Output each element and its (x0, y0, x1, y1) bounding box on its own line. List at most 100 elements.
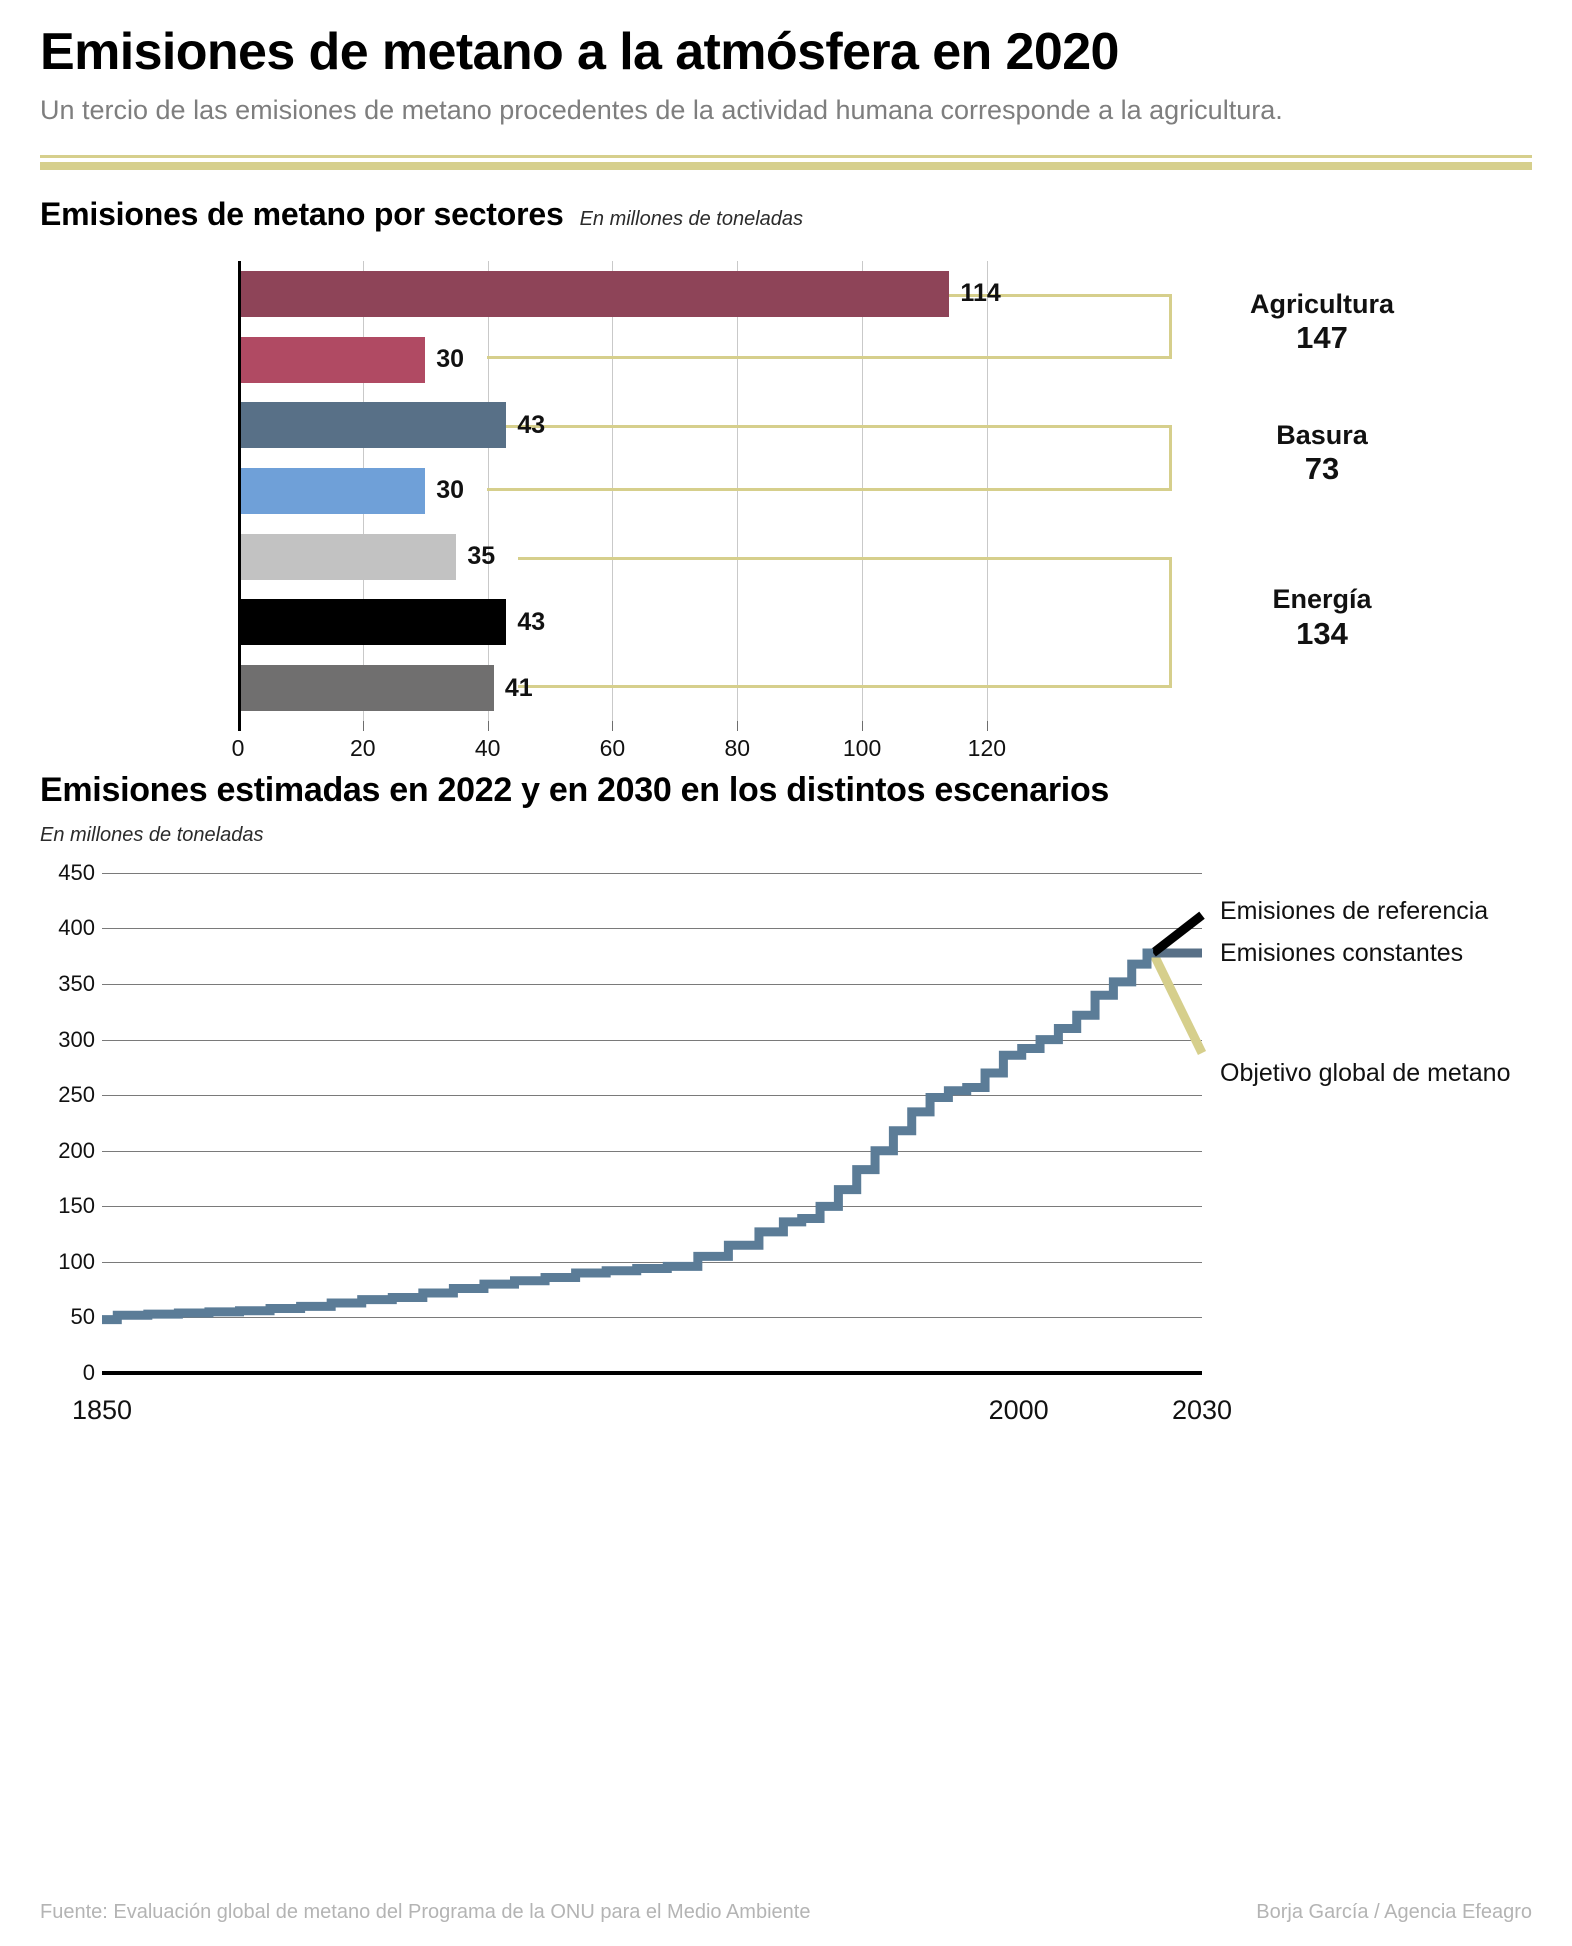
bar-x-tick-label: 100 (842, 734, 882, 761)
bar-value-label: 35 (467, 542, 496, 571)
bar-y-axis (238, 260, 241, 721)
bar-gridline (487, 260, 489, 721)
credit-text: Borja García / Agencia Efeagro (1256, 1901, 1532, 1923)
page-title: Emisiones de metano a la atmósfera en 20… (40, 23, 1119, 81)
line-series-path (1150, 911, 1205, 957)
bar-row: 30 (238, 467, 465, 514)
bar-gridline (986, 260, 988, 721)
group-name: Basura (1276, 420, 1368, 451)
bar-row: 114 (238, 270, 1001, 317)
line-y-tick-label: 100 (58, 1248, 95, 1274)
bar-x-tick (238, 720, 241, 731)
line-y-tick-label: 400 (58, 915, 95, 941)
bar-segment (238, 665, 494, 712)
bar-value-label: 41 (504, 673, 533, 702)
infographic-page: Emisiones de metano a la atmósfera en 20… (0, 23, 1572, 1946)
bar-value-label: 30 (436, 345, 465, 373)
footer: Fuente: Evaluación global de metano del … (40, 1901, 1532, 1924)
bar-value-label: 30 (436, 476, 465, 505)
bar-segment (238, 270, 950, 317)
line-series-path (102, 948, 1154, 1325)
group-total: 147 (1296, 319, 1348, 355)
line-x-tick-label: 1850 (71, 1394, 133, 1425)
bracket-arm-mask (518, 686, 556, 692)
group-bracket (487, 425, 1172, 491)
line-gridline (102, 1095, 1202, 1097)
page-subtitle: Un tercio de las emisiones de metano pro… (40, 95, 1283, 126)
line-legend-label: Emisiones de referencia (1220, 897, 1489, 926)
line-gridline (102, 1150, 1202, 1152)
group-label: Basura 73 (1202, 420, 1442, 487)
bar-x-tick (862, 720, 864, 731)
line-chart-header: Emisiones estimadas en 2022 y en 2030 en… (40, 771, 1532, 847)
bar-x-tick-label: 20 (350, 734, 376, 761)
group-total: 134 (1296, 615, 1348, 651)
source-text: Fuente: Evaluación global de metano del … (40, 1901, 811, 1923)
bar-gridline (862, 260, 864, 721)
bar-x-axis: 0 20 40 60 80 100 120 (232, 720, 1068, 765)
group-name: Energía (1272, 584, 1372, 615)
line-gridline (102, 872, 1202, 874)
bar-gridline (612, 260, 614, 721)
line-chart-unit: En millones de toneladas (40, 823, 264, 846)
bar-chart-title: Emisiones de metano por sectores (40, 195, 564, 232)
line-y-tick-label: 150 (58, 1193, 95, 1219)
bar-x-tick (737, 720, 739, 731)
line-y-tick-label: 250 (58, 1082, 95, 1108)
line-x-axis (102, 1370, 1202, 1375)
bar-x-tick-label: 60 (599, 734, 626, 761)
group-bracket (518, 556, 1172, 689)
line-x-tick-label: 2000 (988, 1394, 1049, 1425)
line-gridline (102, 1206, 1202, 1208)
bar-value-label: 114 (960, 279, 1001, 308)
bar-segment (238, 599, 507, 646)
bar-row: 43 (238, 402, 546, 449)
bar-row: 30 (238, 336, 465, 383)
line-gridline (102, 1317, 1202, 1319)
line-y-tick-label: 200 (58, 1137, 95, 1163)
bar-x-tick-label: 0 (231, 734, 245, 761)
divider-thin-line (40, 154, 1532, 158)
line-y-tick-label: 300 (58, 1026, 95, 1052)
bar-row: 35 (238, 533, 496, 580)
bar-x-tick-label: 40 (474, 734, 501, 761)
bar-chart-header: Emisiones de metano por sectores En mill… (40, 196, 1532, 233)
header-divider (40, 154, 1532, 170)
line-y-tick-label: 450 (58, 859, 95, 885)
bar-row: 43 (238, 599, 546, 646)
bar-chart: 114Ganadería30Arroz43Basura sólida30Agua… (40, 260, 1532, 761)
bar-segment (238, 533, 457, 580)
line-y-tick-label: 0 (82, 1359, 95, 1385)
line-x-tick-label: 2030 (1171, 1394, 1233, 1425)
line-y-tick-label: 50 (70, 1304, 95, 1330)
bar-chart-unit: En millones de toneladas (579, 207, 804, 230)
bar-plot-area: 114Ganadería30Arroz43Basura sólida30Agua… (238, 260, 1068, 721)
line-gridline (102, 1261, 1202, 1263)
bar-x-tick-label: 120 (967, 734, 1007, 761)
bar-segment (238, 402, 507, 449)
bar-value-label: 43 (517, 607, 546, 636)
line-series-path (1149, 950, 1207, 1055)
line-gridline (102, 1039, 1202, 1041)
divider-thick-line (40, 161, 1532, 170)
bar-segment (238, 467, 426, 514)
group-label: Agricultura 147 (1202, 289, 1442, 356)
group-name: Agricultura (1249, 288, 1395, 319)
line-chart: 0 50 100 150 200 250 300 350 400 450 1850 2000 2030 E… (40, 860, 1532, 1483)
line-series-layer (102, 911, 1207, 1325)
bar-value-label: 43 (517, 410, 546, 439)
bar-x-tick (612, 720, 614, 731)
bar-gridline (737, 260, 739, 721)
group-total: 73 (1304, 451, 1340, 487)
bar-x-tick (362, 720, 364, 731)
group-label: Energía 134 (1202, 584, 1442, 651)
line-gridline (102, 928, 1202, 930)
line-y-tick-label: 350 (58, 971, 95, 997)
bar-segment (238, 336, 426, 383)
line-chart-title: Emisiones estimadas en 2022 y en 2030 en… (40, 770, 1110, 809)
line-legend-label: Objetivo global de metano (1220, 1058, 1511, 1087)
bar-row: 41 (238, 665, 533, 712)
bar-x-tick (487, 720, 489, 731)
line-legend-label: Emisiones constantes (1220, 938, 1464, 967)
bar-x-tick-label: 80 (724, 734, 751, 761)
